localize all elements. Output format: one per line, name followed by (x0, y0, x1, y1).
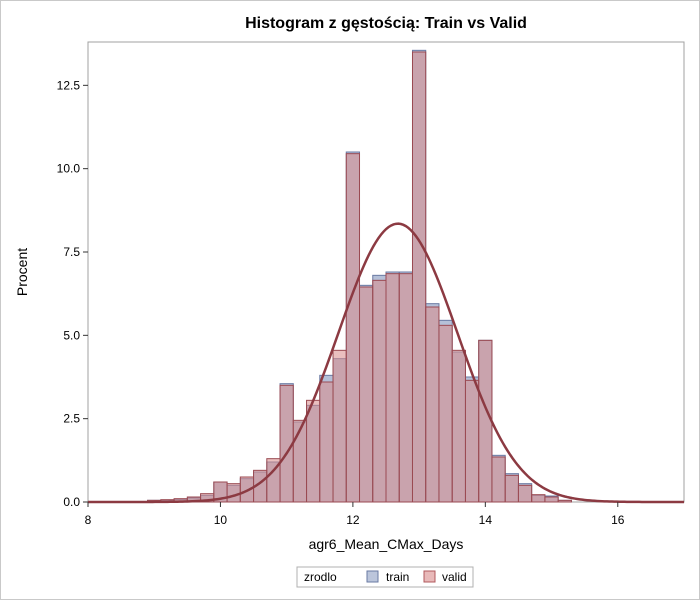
density-layer (88, 222, 684, 504)
bar-valid (306, 399, 321, 503)
bar-valid (478, 339, 493, 503)
x-tick-label: 16 (611, 513, 625, 527)
y-axis-label: Procent (14, 248, 30, 296)
y-tick-label: 2.5 (63, 412, 80, 426)
chart-title: Histogram z gęstością: Train vs Valid (245, 15, 527, 32)
bar-valid (425, 306, 440, 503)
x-tick-label: 14 (479, 513, 493, 527)
bar-valid (464, 379, 480, 503)
bar-valid (491, 456, 506, 503)
bar-valid (517, 484, 533, 503)
legend-title: zrodlo (304, 570, 337, 584)
y-tick-label: 7.5 (63, 245, 80, 259)
density-curve (88, 222, 684, 504)
bar-valid (385, 273, 400, 503)
bar-valid (557, 499, 572, 503)
bar-valid (544, 496, 559, 503)
bar-valid (345, 153, 361, 503)
legend-label-train: train (386, 570, 409, 584)
legend-swatch-train (366, 570, 379, 583)
bar-valid (451, 349, 466, 503)
bar-valid (438, 324, 453, 503)
legend: zrodlo train valid (296, 566, 474, 588)
y-tick-label: 5.0 (63, 328, 80, 342)
y-tick-label: 12.5 (57, 78, 81, 92)
bar-valid (531, 494, 546, 503)
bar-valid (398, 273, 413, 503)
bar-valid (319, 381, 334, 503)
bar-valid (332, 349, 347, 503)
legend-label-valid: valid (442, 570, 467, 584)
bar-valid (504, 474, 519, 503)
legend-swatch-valid (423, 570, 436, 583)
bar-valid (359, 286, 374, 503)
x-tick-label: 12 (346, 513, 360, 527)
x-axis: 8 10 12 14 16 (85, 502, 625, 527)
bar-valid (226, 483, 241, 503)
x-axis-label: agr6_Mean_CMax_Days (309, 536, 464, 552)
bar-valid (372, 279, 387, 503)
y-axis: 0.0 2.5 5.0 7.5 10.0 12.5 (57, 78, 88, 509)
bars-layer (147, 49, 572, 503)
x-tick-label: 10 (214, 513, 228, 527)
x-tick-label: 8 (85, 513, 92, 527)
y-tick-label: 0.0 (63, 495, 80, 509)
y-tick-label: 10.0 (57, 162, 81, 176)
bar-valid (411, 51, 427, 503)
